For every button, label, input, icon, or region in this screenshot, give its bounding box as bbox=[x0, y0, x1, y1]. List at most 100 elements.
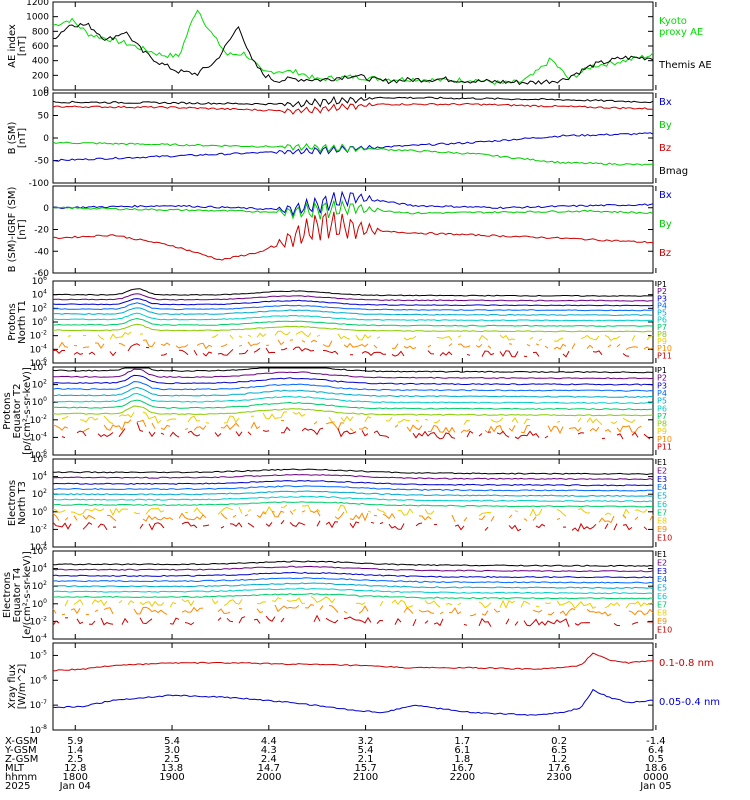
series-line-P11 bbox=[160, 353, 168, 356]
axis-cell: 2000 bbox=[256, 772, 281, 783]
series-line-P3 bbox=[52, 298, 654, 307]
series-line-P8 bbox=[52, 323, 654, 333]
series-line-P5 bbox=[52, 307, 654, 317]
series-line-E9 bbox=[628, 608, 654, 616]
legend-label: P8 bbox=[657, 330, 667, 339]
series-line-E9 bbox=[358, 605, 369, 614]
series-line-P10 bbox=[313, 421, 318, 425]
series-line-P10 bbox=[643, 346, 654, 350]
legend-label: E9 bbox=[657, 525, 667, 534]
series-line-E8 bbox=[301, 504, 312, 513]
series-line-E9 bbox=[94, 609, 99, 613]
series-line-P10 bbox=[457, 343, 471, 348]
series-line-P10 bbox=[238, 344, 243, 347]
series-line-P3 bbox=[52, 374, 654, 386]
series-line-P9 bbox=[580, 334, 600, 341]
y-tick-label: 102 bbox=[32, 302, 47, 314]
series-line-E9 bbox=[490, 515, 495, 522]
series-line-P11 bbox=[577, 432, 585, 435]
series-line-P10 bbox=[220, 422, 240, 431]
series-line-E8 bbox=[337, 504, 348, 514]
series-line-1 bbox=[52, 199, 654, 220]
series-line-E10 bbox=[535, 523, 546, 529]
y-tick-label: 1000 bbox=[26, 13, 49, 23]
series-line-E8 bbox=[238, 506, 243, 514]
series-line-E9 bbox=[70, 607, 81, 615]
legend-label: P2 bbox=[657, 374, 667, 383]
series-line-E8 bbox=[625, 600, 653, 609]
series-line-P9 bbox=[436, 336, 453, 341]
series-line-E10 bbox=[376, 619, 384, 624]
legend-label: E2 bbox=[657, 558, 667, 567]
series-line-P11 bbox=[52, 349, 65, 355]
legend-label: 0.05-0.4 nm bbox=[659, 697, 720, 708]
series-line-E8 bbox=[223, 599, 243, 607]
series-line-P9 bbox=[433, 419, 441, 424]
series-line-P9 bbox=[490, 417, 504, 423]
series-line-E8 bbox=[529, 508, 543, 517]
y-tick-label: 100 bbox=[32, 396, 47, 408]
series-line-P11 bbox=[73, 351, 84, 355]
axis-cell: Jan 04 bbox=[59, 781, 91, 792]
y-axis-label: Electrons bbox=[7, 480, 18, 526]
y-tick-label: 100 bbox=[32, 598, 47, 610]
legend-label: P9 bbox=[657, 337, 667, 346]
y-axis-label: [nT] bbox=[17, 36, 28, 56]
series-line-E10 bbox=[613, 622, 621, 627]
series-line-P9 bbox=[274, 330, 291, 336]
y-axis-label: [W/m^2] bbox=[17, 664, 28, 710]
axis-cell: 17.6 bbox=[548, 763, 570, 774]
series-line-P11 bbox=[76, 430, 87, 437]
series-line-E10 bbox=[631, 621, 639, 625]
series-line-E9 bbox=[403, 606, 414, 614]
series-line-E10 bbox=[217, 617, 222, 621]
series-line-P10 bbox=[625, 346, 639, 351]
series-line-E9 bbox=[556, 517, 561, 521]
legend-label: E2 bbox=[657, 466, 667, 475]
series-line-E10 bbox=[280, 519, 285, 525]
y-tick-label: 800 bbox=[32, 27, 49, 37]
series-line-E10 bbox=[229, 522, 243, 528]
series-line-P10 bbox=[403, 345, 417, 350]
series-line-E9 bbox=[142, 514, 174, 522]
series-line-E8 bbox=[398, 508, 414, 516]
series-line-P9 bbox=[424, 418, 429, 421]
legend-label: By bbox=[659, 219, 672, 230]
y-tick-label: 100 bbox=[32, 89, 49, 99]
series-line-P10 bbox=[136, 419, 147, 428]
series-line-E10 bbox=[82, 522, 93, 530]
y-tick-label: 102 bbox=[32, 580, 47, 592]
legend-label: E3 bbox=[657, 567, 667, 576]
series-line-P11 bbox=[118, 428, 126, 438]
legend-label: Bmag bbox=[659, 166, 688, 177]
legend-label: P8 bbox=[657, 420, 667, 429]
series-line-P11 bbox=[643, 433, 651, 440]
series-line-P10 bbox=[535, 343, 540, 346]
series-line-P10 bbox=[82, 346, 90, 349]
series-line-E10 bbox=[265, 615, 276, 622]
series-line-P11 bbox=[235, 431, 243, 437]
series-line-P9 bbox=[340, 415, 354, 423]
series-line-E9 bbox=[181, 606, 204, 613]
series-line-E10 bbox=[325, 521, 339, 529]
series-line-E8 bbox=[520, 600, 531, 608]
legend-label: E8 bbox=[657, 609, 667, 618]
series-line-E8 bbox=[169, 602, 177, 608]
axis-cell: 1800 bbox=[63, 772, 88, 783]
series-line-E8 bbox=[604, 512, 612, 516]
series-line-P10 bbox=[391, 343, 399, 349]
series-line-P9 bbox=[463, 419, 471, 425]
axis-cell: 1.2 bbox=[551, 754, 567, 765]
series-line-P9 bbox=[457, 335, 462, 338]
axis-row-label: Y-GSM bbox=[4, 745, 37, 756]
series-line-E9 bbox=[328, 605, 339, 614]
series-line-E8 bbox=[379, 600, 384, 607]
legend-label: E3 bbox=[657, 475, 667, 484]
series-line-E9 bbox=[64, 517, 69, 521]
axis-cell: 2300 bbox=[546, 772, 571, 783]
series-line-2 bbox=[53, 211, 654, 261]
series-line-E8 bbox=[247, 509, 252, 512]
axis-cell: 6.4 bbox=[648, 745, 664, 756]
series-line-E10 bbox=[139, 523, 144, 529]
legend-label: P5 bbox=[657, 309, 667, 318]
